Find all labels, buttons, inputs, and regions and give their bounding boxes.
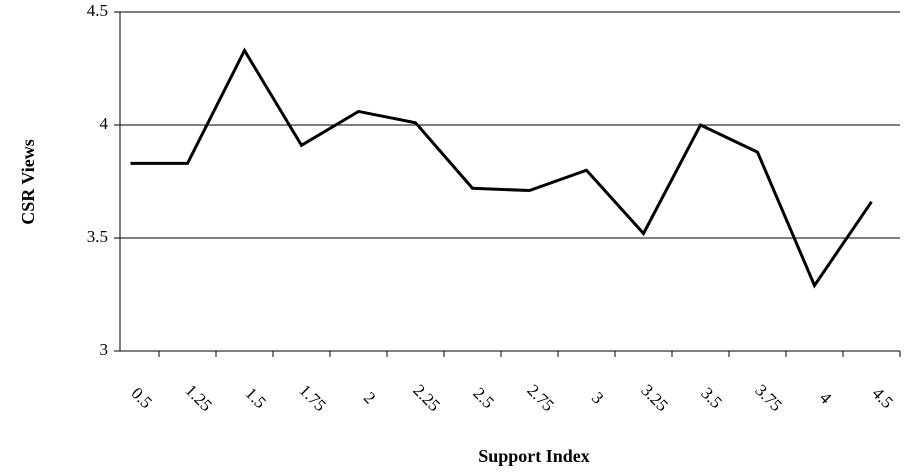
x-tick-label: 2 [360,388,379,407]
x-axis-title: Support Index [478,446,590,466]
y-tick-label: 4.5 [87,1,108,20]
x-tick-label: 1.25 [181,381,215,415]
x-tick-label: 1.75 [295,381,329,415]
y-tick-label: 3 [100,340,109,359]
x-tick-label: 0.5 [127,384,155,412]
x-tick-label: 4.5 [868,384,896,412]
x-tick-label: 2.25 [409,381,443,415]
x-tick-label: 4 [816,388,836,408]
line-series [130,47,873,289]
x-tick-label: 3.75 [751,381,785,415]
x-tick-label: 2.75 [523,381,557,415]
x-tick-label: 3.5 [697,384,725,412]
x-tick-label: 2.5 [469,384,497,412]
y-tick-label: 3.5 [87,227,108,246]
y-axis-title: CSR Views [18,139,38,225]
y-tick-label: 4 [100,114,109,133]
x-tick-label: 3.25 [637,381,671,415]
x-tick-label: 1.5 [241,384,269,412]
x-tick-label: 3 [588,388,607,407]
